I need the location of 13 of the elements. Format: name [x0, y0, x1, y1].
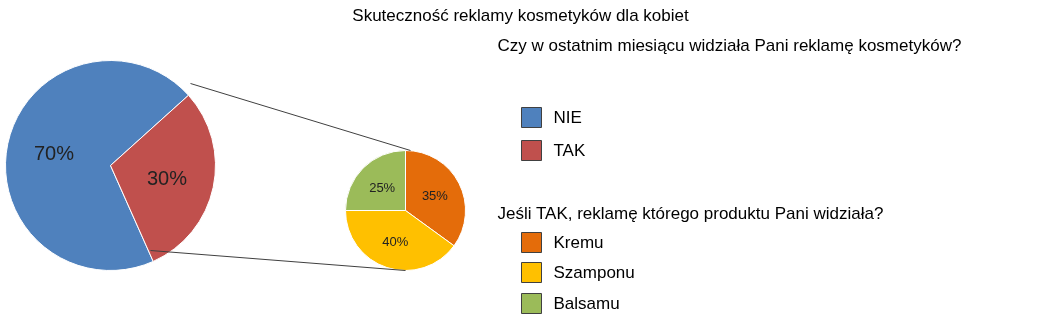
legend-label: Szamponu: [553, 263, 635, 282]
legend-label: Balsamu: [553, 294, 620, 313]
data-label: 40%: [382, 234, 409, 250]
data-label: 70%: [34, 142, 75, 165]
chart-title: Skuteczność reklamy kosmetyków dla kobiet: [352, 6, 689, 25]
legend-title: Czy w ostatnim miesiącu widziała Pani reklamę kosmetyków?: [497, 36, 962, 55]
data-label: 25%: [369, 179, 396, 195]
data-label: 35%: [421, 188, 449, 204]
data-label: 30%: [146, 166, 188, 189]
legend-title: Jeśli TAK, reklamę którego produktu Pani widziała?: [497, 204, 884, 223]
legend-label: TAK: [553, 141, 586, 160]
legend-label: Kremu: [553, 233, 604, 252]
legend-label: NIE: [553, 108, 582, 127]
